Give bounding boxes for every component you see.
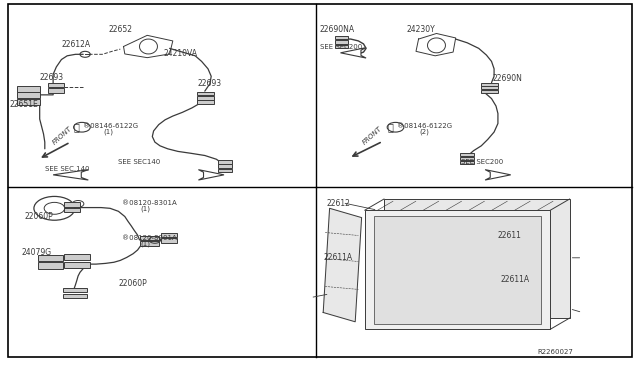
Bar [481,83,498,86]
Polygon shape [323,208,362,322]
Text: SEE SEC140: SEE SEC140 [118,159,161,165]
Text: 24210VA: 24210VA [163,49,197,58]
Bar [64,208,80,212]
Bar [374,216,541,324]
Bar [365,210,550,329]
Bar [197,100,214,104]
Polygon shape [340,48,366,58]
Bar [460,157,474,160]
Bar [161,233,177,237]
Bar [64,262,90,268]
Bar [218,160,232,164]
Bar [38,262,63,269]
Text: 22693: 22693 [40,73,64,82]
Text: 22611A: 22611A [323,253,353,262]
Bar [17,99,40,105]
Text: (1): (1) [104,129,114,135]
Text: SEE SEC200: SEE SEC200 [320,44,362,50]
Text: 22612A: 22612A [61,40,91,49]
Polygon shape [485,170,511,180]
Bar [64,202,80,207]
Text: SEE SEC.140: SEE SEC.140 [45,166,90,172]
Bar [481,86,498,89]
Text: (2): (2) [419,129,429,135]
Text: Ⓑ: Ⓑ [387,122,394,132]
Bar [460,161,474,164]
Text: 22611A: 22611A [500,275,530,284]
Polygon shape [198,170,224,180]
Bar [197,92,214,95]
Text: FRONT: FRONT [52,126,74,146]
Text: (1): (1) [141,240,151,247]
Bar [197,96,214,100]
Bar [140,236,159,240]
Bar [218,169,232,172]
Text: 22690NA: 22690NA [320,25,355,34]
Text: 22651E: 22651E [10,100,38,109]
Text: ®08120-8301A: ®08120-8301A [122,235,177,241]
Bar [335,36,348,39]
Text: R2260027: R2260027 [538,349,573,355]
Bar [161,238,177,243]
Text: 24079G: 24079G [21,248,51,257]
Text: 22060P: 22060P [24,212,53,221]
Bar [335,40,348,44]
Text: ®08120-8301A: ®08120-8301A [122,200,177,206]
Bar [335,45,348,48]
Bar [460,153,474,156]
Bar [481,90,498,93]
Text: 22060P: 22060P [118,279,147,288]
Text: SEE SEC200: SEE SEC200 [461,159,503,165]
Bar [63,294,87,298]
Text: 22652: 22652 [109,25,133,34]
Text: ®08146-6122G: ®08146-6122G [83,124,138,129]
Bar [17,86,40,92]
Text: 22693: 22693 [197,79,221,88]
Bar [384,199,570,318]
Bar [38,255,63,261]
Text: 22690N: 22690N [493,74,523,83]
Polygon shape [53,170,88,180]
Text: 22612: 22612 [326,199,350,208]
Text: 24230Y: 24230Y [406,25,435,34]
Bar [140,241,159,246]
Text: (1): (1) [141,205,151,212]
Text: FRONT: FRONT [362,125,383,146]
Bar [63,288,87,292]
Bar [48,88,64,93]
Bar [218,164,232,168]
Bar [48,83,64,87]
Text: 22611: 22611 [498,231,522,240]
Text: Ⓑ: Ⓑ [74,122,80,132]
Text: ®08146-6122G: ®08146-6122G [397,124,452,129]
Bar [17,92,40,98]
Bar [64,254,90,260]
